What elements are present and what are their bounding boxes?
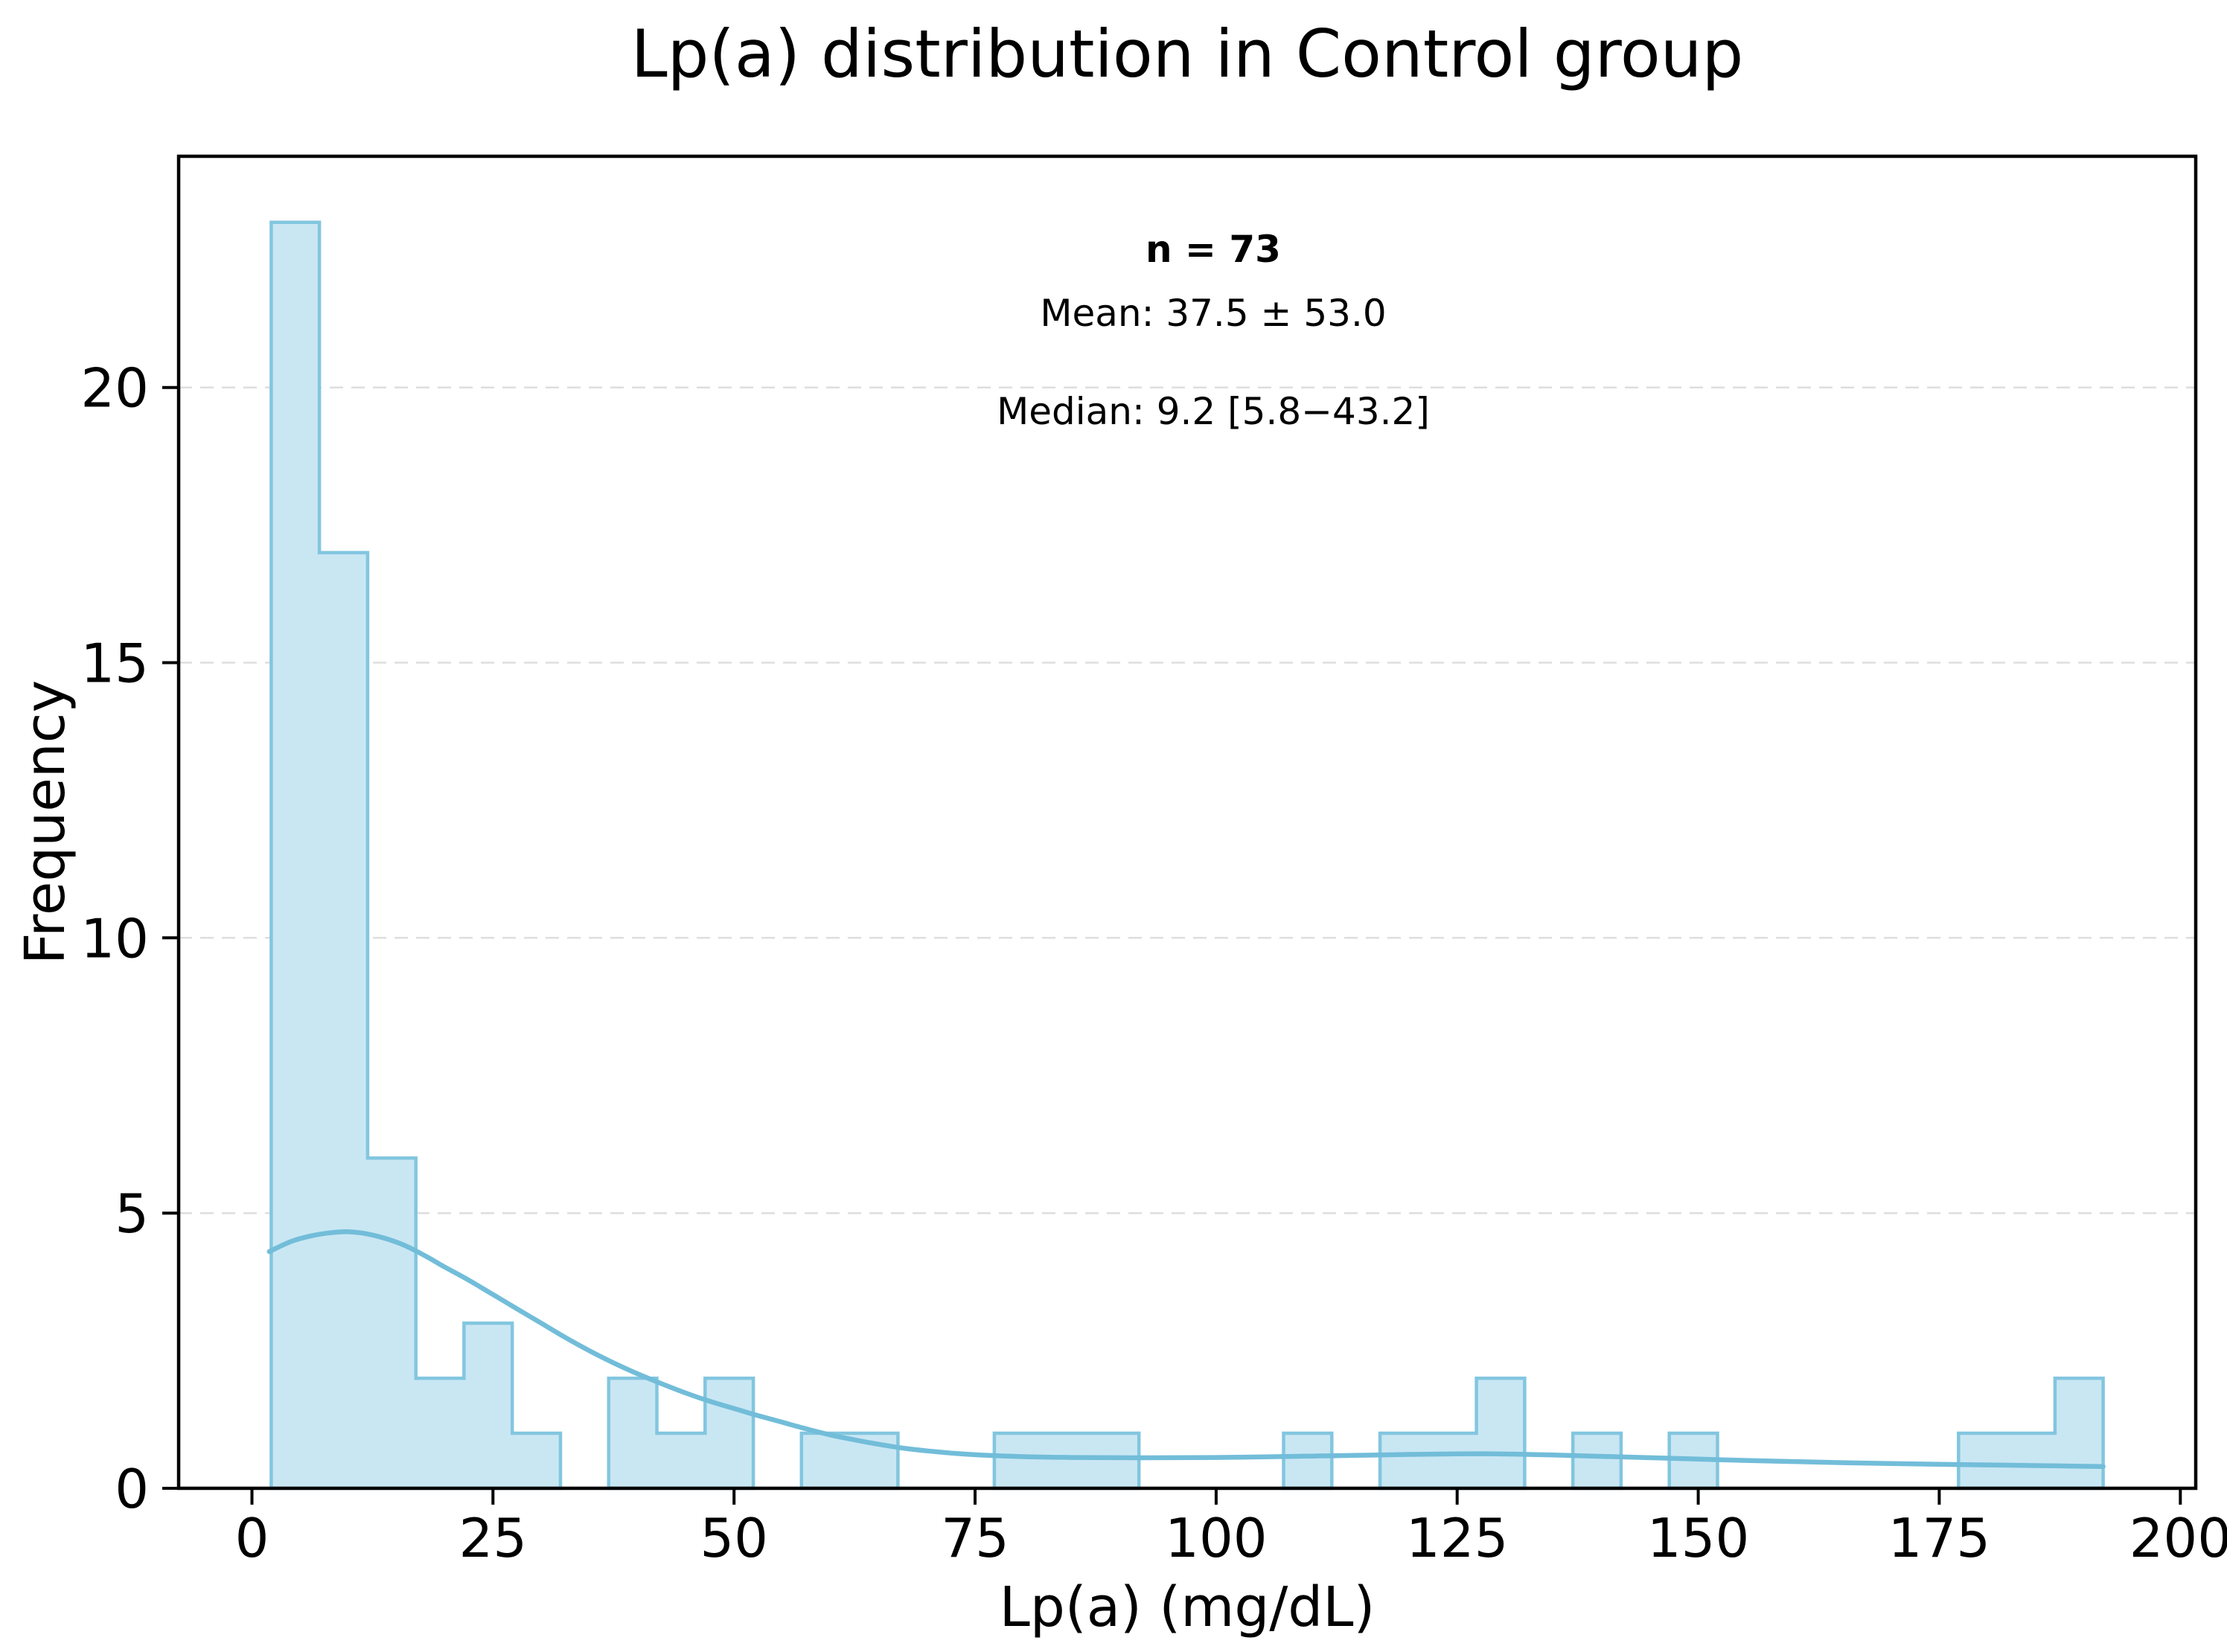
x-tick-label: 0: [235, 1507, 269, 1569]
plot-box: [176, 154, 2198, 1491]
chart-title: Lp(a) distribution in Control group: [631, 16, 1744, 92]
x-axis-label: Lp(a) (mg/dL): [1000, 1575, 1376, 1639]
annotation-median: Median: 9.2 [5.8−43.2]: [997, 390, 1430, 433]
kde-curve: [266, 1229, 2106, 1470]
y-tick-label: 10: [80, 907, 149, 970]
x-tick-label: 25: [458, 1507, 527, 1569]
histogram-bars-layer: [269, 220, 2105, 1491]
histogram-bar-run: [607, 1376, 755, 1491]
histogram-bar-run: [1571, 1431, 1623, 1491]
y-tick-labels: 0 5 10 15 20: [80, 357, 149, 1520]
x-tick-label: 150: [1647, 1507, 1749, 1569]
axes-spines-layer: [176, 154, 2198, 1491]
x-tick-label: 100: [1165, 1507, 1267, 1569]
histogram-bar-run: [269, 220, 563, 1491]
y-axis-label: Frequency: [13, 680, 77, 964]
x-tick-label: 125: [1406, 1507, 1508, 1569]
y-tick-label: 15: [80, 633, 149, 695]
histogram-bar-run: [992, 1431, 1141, 1491]
histogram-bar-run: [1378, 1376, 1527, 1491]
x-tick-label: 175: [1888, 1507, 1990, 1569]
y-tick-label: 20: [80, 357, 149, 420]
x-tick-label: 200: [2129, 1507, 2227, 1569]
annotation-n: n = 73: [1146, 228, 1281, 271]
histogram-bar-run: [799, 1431, 900, 1491]
annotation-mean: Mean: 37.5 ± 53.0: [1040, 292, 1386, 335]
histogram-bar-run: [1957, 1376, 2105, 1491]
tick-marks-layer: [162, 385, 2182, 1505]
x-tick-label: 50: [700, 1507, 768, 1569]
gridlines-layer: [179, 386, 2196, 1214]
histogram-bar-run: [1282, 1431, 1334, 1491]
y-tick-label: 0: [115, 1458, 149, 1520]
x-tick-labels: 0 25 50 75 100 125 150 175 200: [235, 1507, 2227, 1569]
kde-curve-layer: [266, 1229, 2106, 1470]
x-tick-label: 75: [941, 1507, 1009, 1569]
y-tick-label: 5: [115, 1182, 149, 1245]
